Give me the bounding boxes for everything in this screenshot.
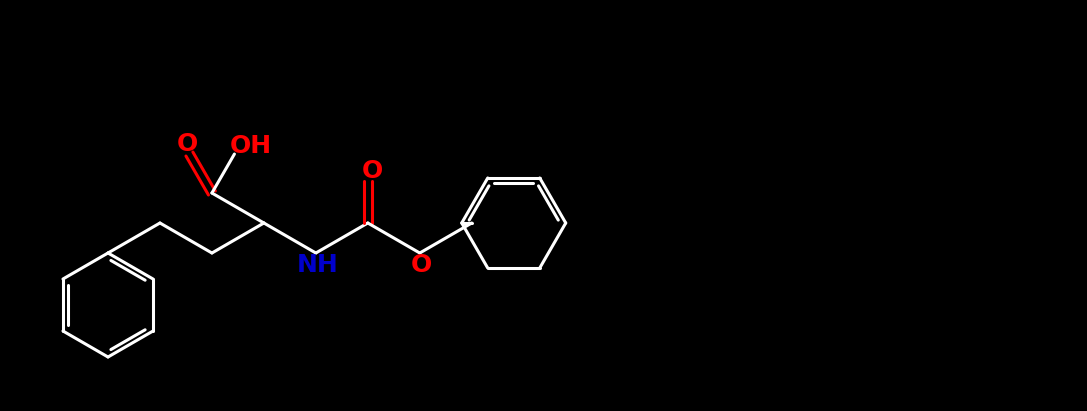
Text: O: O — [362, 159, 384, 183]
Text: NH: NH — [297, 253, 339, 277]
Text: OH: OH — [229, 134, 272, 158]
Text: O: O — [411, 253, 433, 277]
Text: O: O — [177, 132, 198, 156]
